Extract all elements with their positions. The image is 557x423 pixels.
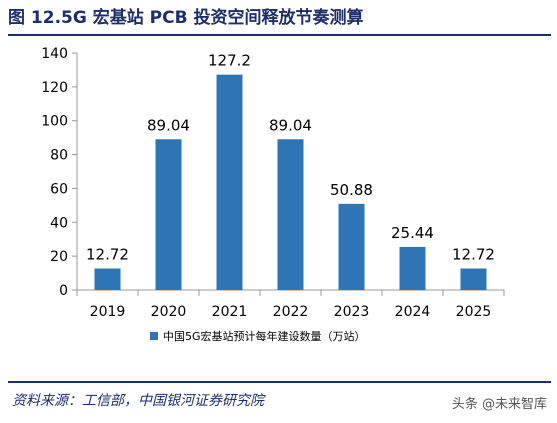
- bar: [277, 139, 304, 290]
- x-tick-label: 2021: [212, 304, 248, 320]
- y-tick-label: 100: [41, 114, 68, 130]
- y-tick-label: 80: [50, 148, 68, 164]
- x-tick-label: 2022: [273, 304, 309, 320]
- data-label: 25.44: [391, 224, 434, 242]
- x-tick-label: 2019: [90, 304, 126, 320]
- legend-label: 中国5G宏基站预计每年建设数量（万站）: [163, 329, 366, 343]
- legend-swatch: [150, 332, 158, 340]
- data-label: 89.04: [269, 116, 312, 134]
- x-axis: 2019 2020 2021 2022 2023 2024 2025: [76, 289, 505, 320]
- x-tick-label: 2023: [334, 304, 370, 320]
- bar: [399, 246, 426, 290]
- bar: [338, 203, 365, 290]
- footer-divider: [8, 381, 551, 383]
- x-tick-label: 2020: [151, 304, 187, 320]
- y-tick-label: 120: [41, 80, 68, 96]
- legend: 中国5G宏基站预计每年建设数量（万站）: [150, 329, 366, 343]
- data-label: 89.04: [147, 116, 190, 134]
- data-label: 127.2: [208, 52, 251, 70]
- data-labels: 12.72 89.04 127.2 89.04 50.88 25.44 12.72: [86, 52, 495, 264]
- data-label: 12.72: [452, 245, 495, 263]
- bars: [94, 74, 487, 290]
- chart-title: 图 12.5G 宏基站 PCB 投资空间释放节奏测算: [8, 8, 364, 28]
- data-label: 12.72: [86, 245, 129, 263]
- bar: [460, 268, 487, 290]
- source-note: 资料来源：工信部，中国银河证券研究院: [12, 393, 264, 409]
- y-tick-label: 20: [50, 249, 68, 265]
- x-tick-label: 2025: [456, 304, 492, 320]
- y-tick-label: 0: [59, 283, 68, 299]
- data-label: 50.88: [330, 181, 373, 199]
- bar: [155, 139, 182, 290]
- watermark: 头条 @未来智库: [451, 397, 547, 412]
- y-tick-label: 60: [50, 181, 68, 197]
- y-axis: 0 20 40 60 80 100 120 140: [41, 46, 78, 299]
- y-tick-label: 140: [41, 46, 68, 62]
- y-tick-label: 40: [50, 215, 68, 231]
- bar: [94, 268, 121, 290]
- x-tick-label: 2024: [395, 304, 431, 320]
- bar: [216, 74, 243, 290]
- title-divider: [8, 34, 551, 36]
